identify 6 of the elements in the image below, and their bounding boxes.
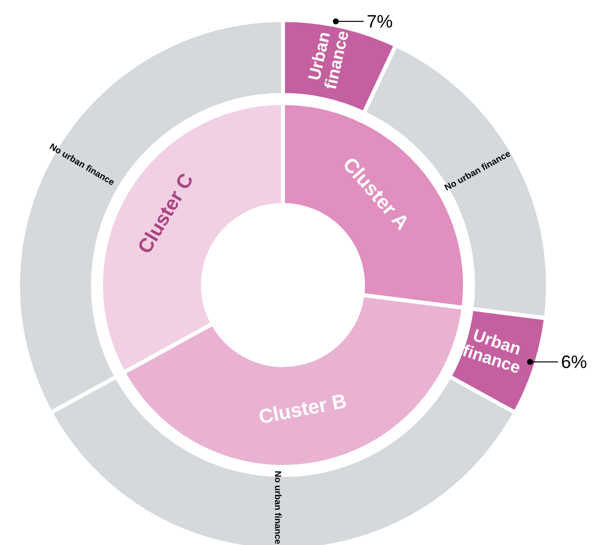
slice-label: Cluster B [257, 390, 348, 429]
data-label: 7% [366, 11, 393, 32]
data-label: 6% [561, 352, 588, 372]
slice-label: Urban finance [304, 28, 353, 92]
slice-label: No urban finance [272, 470, 283, 544]
slice-label: Urban finance [460, 326, 524, 378]
